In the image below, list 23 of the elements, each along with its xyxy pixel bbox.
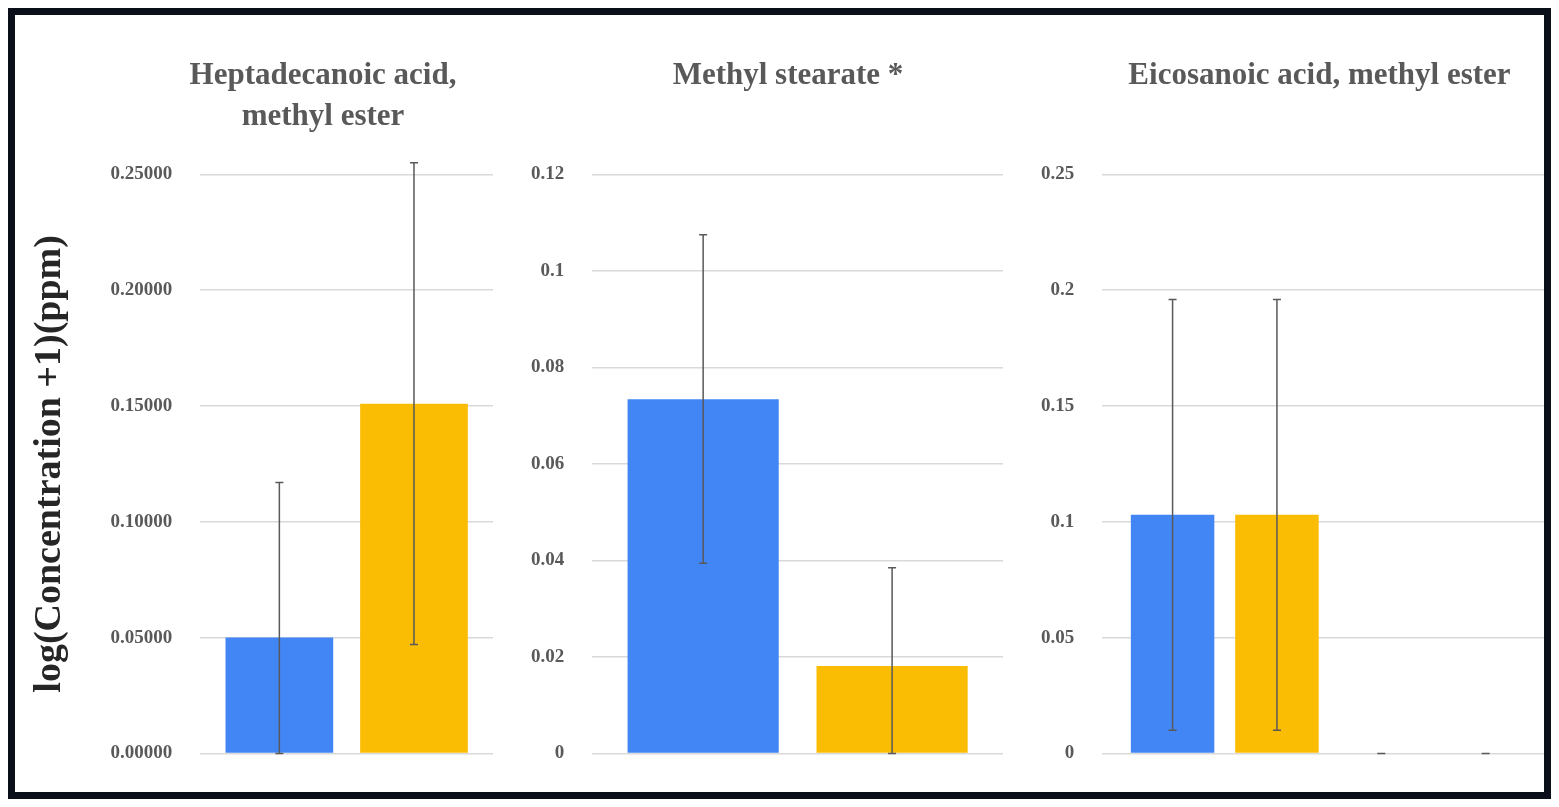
y-tick-label: 0.25000 [110, 162, 173, 184]
y-tick-label: 0.04 [531, 548, 565, 570]
y-tick-label: 0.00000 [110, 741, 173, 763]
chart-title: Heptadecanoic acid, methyl ester [188, 55, 458, 134]
y-tick-label: 0.1 [540, 258, 565, 280]
chart-title: Methyl stearate * [671, 55, 905, 93]
y-axis-title: log(Concentration +1)(ppm) [25, 235, 69, 693]
y-tick-label: 0.20000 [110, 278, 173, 300]
y-tick-label: 0.15 [1041, 393, 1075, 415]
y-tick-label: 0.05000 [110, 625, 173, 647]
y-tick-label: 0.25 [1041, 162, 1075, 184]
y-tick-label: 0 [554, 741, 565, 763]
y-tick-label: 0.1 [1050, 509, 1075, 531]
y-tick-label: 0.06 [531, 451, 565, 473]
y-tick-label: 0.08 [531, 355, 565, 377]
chart-title: Eicosanoic acid, methyl ester [1127, 55, 1512, 93]
y-tick-label: 0.15000 [110, 393, 173, 415]
y-tick-label: 0.05 [1041, 625, 1075, 647]
y-tick-label: 0.2 [1050, 278, 1075, 300]
y-tick-label: 0 [1064, 741, 1075, 763]
y-tick-label: 0.10000 [110, 509, 173, 531]
y-tick-label: 0.12 [531, 162, 565, 184]
y-tick-label: 0.02 [531, 644, 565, 666]
